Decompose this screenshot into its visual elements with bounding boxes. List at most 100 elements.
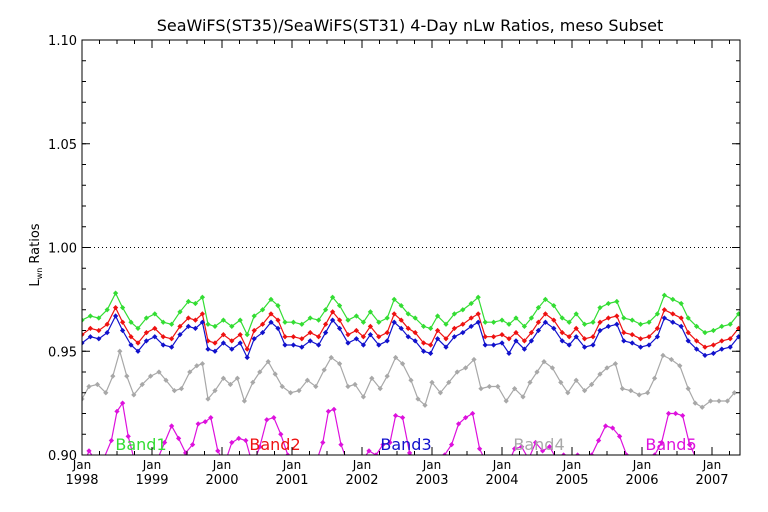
data-point: [559, 329, 565, 336]
data-point: [566, 334, 572, 340]
data-point: [462, 365, 469, 371]
data-point: [526, 457, 530, 461]
data-point: [376, 334, 382, 340]
data-point: [345, 340, 351, 346]
data-point: [285, 452, 291, 455]
data-point: [595, 437, 602, 444]
data-point: [490, 334, 497, 340]
data-point: [250, 379, 256, 385]
data-point: [542, 319, 549, 325]
data-point: [443, 344, 449, 350]
data-point: [590, 342, 596, 348]
axes: 0.900.951.001.051.10Jan1998Jan1999Jan200…: [48, 34, 741, 488]
data-point: [535, 319, 542, 325]
data-point: [251, 336, 257, 342]
data-point: [117, 348, 123, 354]
data-point: [460, 321, 466, 327]
data-point: [398, 325, 404, 332]
data-point: [384, 338, 390, 344]
data-point: [152, 325, 158, 332]
data-point: [660, 352, 666, 359]
data-point: [187, 369, 193, 375]
data-point: [685, 315, 691, 321]
series-band4: [82, 348, 738, 410]
data-point: [199, 361, 206, 367]
y-tick-label: 1.00: [48, 242, 77, 257]
data-point: [614, 298, 620, 305]
data-point: [654, 334, 661, 340]
data-point: [443, 336, 449, 342]
data-point: [427, 350, 434, 356]
data-point: [275, 325, 281, 332]
data-point: [475, 311, 481, 317]
data-point: [244, 332, 250, 338]
data-point: [177, 309, 183, 315]
data-point: [513, 315, 519, 321]
data-point: [336, 302, 343, 309]
data-point: [236, 435, 242, 442]
data-point: [719, 338, 725, 344]
data-point: [679, 412, 686, 419]
data-point: [313, 383, 319, 390]
data-point: [637, 336, 644, 342]
data-point: [727, 336, 733, 342]
data-point: [621, 338, 627, 344]
data-point: [290, 334, 297, 340]
data-point: [482, 334, 488, 340]
x-tick-label-month: Jan: [422, 458, 442, 472]
data-point: [661, 315, 668, 321]
data-point: [205, 396, 211, 402]
data-point: [257, 369, 263, 375]
data-point: [338, 442, 344, 448]
data-point: [565, 390, 571, 396]
y-axis-label-main: L: [28, 279, 43, 287]
data-point: [484, 461, 488, 465]
data-point: [143, 329, 150, 336]
y-tick-label: 1.10: [48, 34, 77, 49]
data-point: [119, 305, 126, 311]
data-point: [103, 454, 105, 455]
x-tick-label-month: Jan: [212, 458, 232, 472]
data-point: [722, 457, 726, 461]
data-point: [86, 383, 92, 390]
data-point: [623, 452, 630, 455]
series-layer: [82, 290, 740, 465]
data-point: [685, 385, 691, 392]
data-point: [125, 433, 131, 439]
data-point: [651, 375, 658, 381]
chart-title: SeaWiFS(ST35)/SeaWiFS(ST31) 4-Day nLw Ra…: [157, 16, 664, 35]
data-point: [194, 363, 200, 369]
data-point: [727, 344, 733, 350]
data-point: [299, 321, 305, 327]
data-point: [616, 433, 623, 439]
x-tick-label-month: Jan: [562, 458, 582, 472]
data-point: [352, 381, 358, 388]
data-point: [135, 325, 141, 332]
data-point: [82, 332, 85, 338]
data-point: [163, 377, 169, 383]
data-point: [380, 442, 386, 448]
data-point: [212, 340, 218, 346]
data-point: [678, 323, 684, 329]
data-point: [177, 323, 183, 329]
data-point: [574, 452, 581, 455]
data-point: [322, 329, 329, 336]
data-point: [573, 325, 579, 332]
data-point: [168, 423, 175, 429]
data-point: [651, 452, 658, 455]
data-point: [597, 327, 603, 334]
x-tick-label-year: 2005: [555, 473, 588, 488]
data-point: [307, 329, 313, 336]
data-point: [621, 329, 627, 336]
data-point: [719, 346, 725, 352]
data-point: [376, 342, 382, 348]
legend-item-band5: Band5: [645, 435, 696, 454]
data-point: [506, 350, 512, 356]
x-tick-label-year: 2000: [205, 473, 238, 488]
data-point: [434, 313, 441, 319]
data-point: [399, 415, 406, 421]
data-point: [96, 315, 102, 321]
y-tick-label: 1.05: [48, 138, 77, 153]
data-point: [566, 319, 572, 325]
data-point: [420, 348, 427, 354]
